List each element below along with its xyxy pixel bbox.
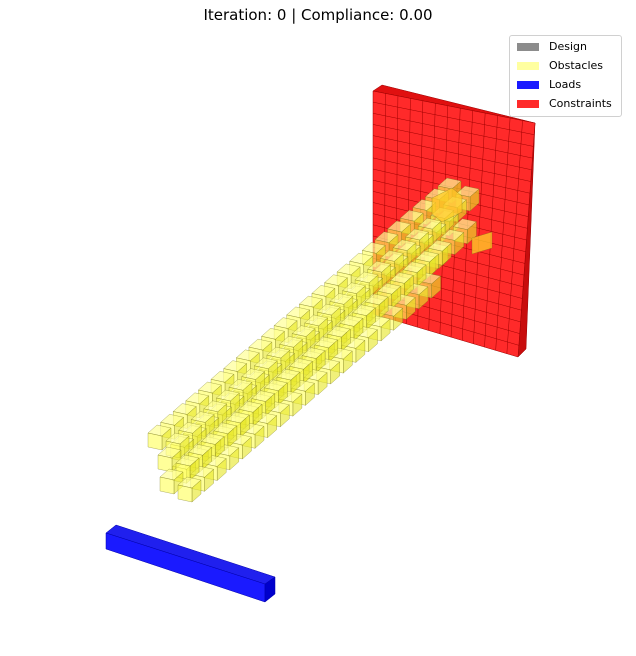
legend-swatch-constraints [517,100,539,108]
obstacle-voxel-front [147,432,163,451]
legend-label-constraints: Constraints [549,97,612,110]
constraints-grid-line [372,146,531,182]
legend-entry-obstacles: Obstacles [510,56,621,75]
legend-swatch-obstacles [517,62,539,70]
legend-label-design: Design [549,40,587,53]
loads-side-face [264,576,276,603]
legend: Design Obstacles Loads Constraints [509,35,622,117]
legend-swatch-loads [517,81,539,89]
obstacle-beam-tip [431,187,463,223]
legend-entry-design: Design [510,37,621,56]
constraints-grid-line [372,157,530,194]
legend-label-obstacles: Obstacles [549,59,604,72]
obstacle-voxel-front [177,484,193,503]
chart-title: Iteration: 0 | Compliance: 0.00 [203,6,433,24]
constraints-grid-line [372,124,533,159]
constraints-grid-line [372,135,532,171]
legend-entry-loads: Loads [510,75,621,94]
loads-bar [105,524,276,603]
constraints-grid-line [372,101,535,135]
obstacle-beam-tip-lower [471,231,493,255]
obstacles-beam [147,177,493,503]
legend-swatch-design [517,43,539,51]
constraints-grid-line [372,113,534,147]
obstacle-voxel-front [159,476,175,495]
legend-label-loads: Loads [549,78,582,91]
legend-entry-constraints: Constraints [510,94,621,113]
